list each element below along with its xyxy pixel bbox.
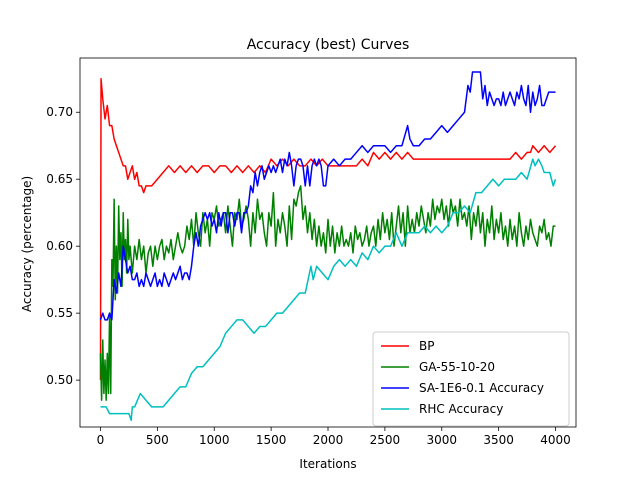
x-tick-label: 500 <box>146 433 169 447</box>
legend-label-3: RHC Accuracy <box>419 402 503 416</box>
series-line-2 <box>99 71 556 321</box>
x-tick-label: 2000 <box>313 433 344 447</box>
x-tick-label: 1500 <box>256 433 287 447</box>
y-tick-label: 0.60 <box>46 239 73 253</box>
y-tick-label: 0.65 <box>46 172 73 186</box>
legend: BP GA-55-10-20 SA-1E6-0.1 Accuracy RHC Accu… <box>372 331 570 427</box>
y-tick-label: 0.50 <box>46 373 73 387</box>
x-tick-label: 4000 <box>540 433 571 447</box>
legend-box <box>372 331 570 427</box>
y-tick-label: 0.55 <box>46 306 73 320</box>
x-tick-label: 0 <box>97 433 105 447</box>
y-axis: 0.50 0.55 0.60 0.65 0.70 <box>46 105 80 387</box>
series-lines <box>99 71 557 422</box>
x-tick-label: 3000 <box>426 433 457 447</box>
legend-label-0: BP <box>419 339 434 353</box>
chart-title: Accuracy (best) Curves <box>247 37 410 53</box>
legend-label-2: SA-1E6-0.1 Accuracy <box>419 381 544 395</box>
series-line-1 <box>99 185 556 401</box>
x-tick-label: 2500 <box>370 433 401 447</box>
series-line-0 <box>99 78 557 381</box>
plot-area <box>79 57 577 428</box>
y-axis-label: Accuracy (percentage) <box>20 176 34 312</box>
x-axis-label: Iterations <box>299 457 356 471</box>
series-line-3 <box>100 158 557 422</box>
x-axis: 0 500 1000 1500 2000 2500 3000 3500 4000 <box>97 427 571 447</box>
x-tick-label: 1000 <box>199 433 230 447</box>
y-tick-label: 0.70 <box>46 105 73 119</box>
x-tick-label: 3500 <box>483 433 514 447</box>
legend-label-1: GA-55-10-20 <box>419 360 495 374</box>
